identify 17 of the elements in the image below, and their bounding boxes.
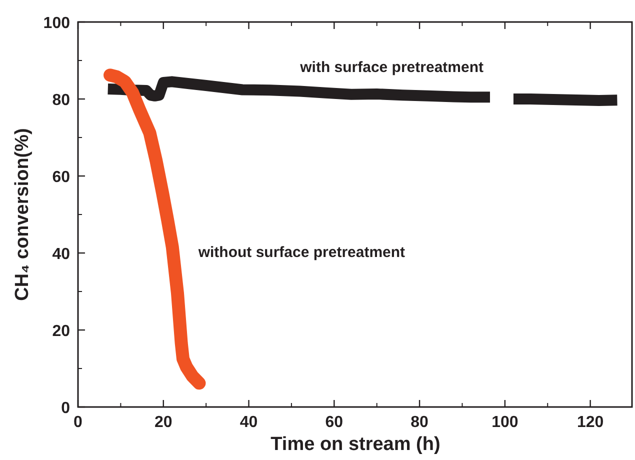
x-tick-label: 0 xyxy=(74,414,83,431)
series-label: without surface pretreatment xyxy=(197,244,406,261)
x-axis-title: Time on stream (h) xyxy=(270,434,440,455)
x-tick-label: 60 xyxy=(325,414,344,431)
x-tick-label: 80 xyxy=(410,414,429,431)
y-tick-label: 40 xyxy=(52,246,70,263)
y-tick-label: 100 xyxy=(43,15,70,32)
y-tick-label: 80 xyxy=(52,92,70,109)
y-tick-label: 20 xyxy=(52,323,70,340)
x-tick-label: 20 xyxy=(154,414,172,431)
y-tick-label: 0 xyxy=(61,400,70,417)
y-axis-title: CH₄ conversion(%) xyxy=(12,128,33,301)
x-tick-label: 120 xyxy=(576,414,604,431)
x-tick-label: 40 xyxy=(240,414,258,431)
series-label: with surface pretreatment xyxy=(299,59,484,76)
y-tick-label: 60 xyxy=(52,169,70,186)
x-tick-label: 100 xyxy=(492,414,518,431)
